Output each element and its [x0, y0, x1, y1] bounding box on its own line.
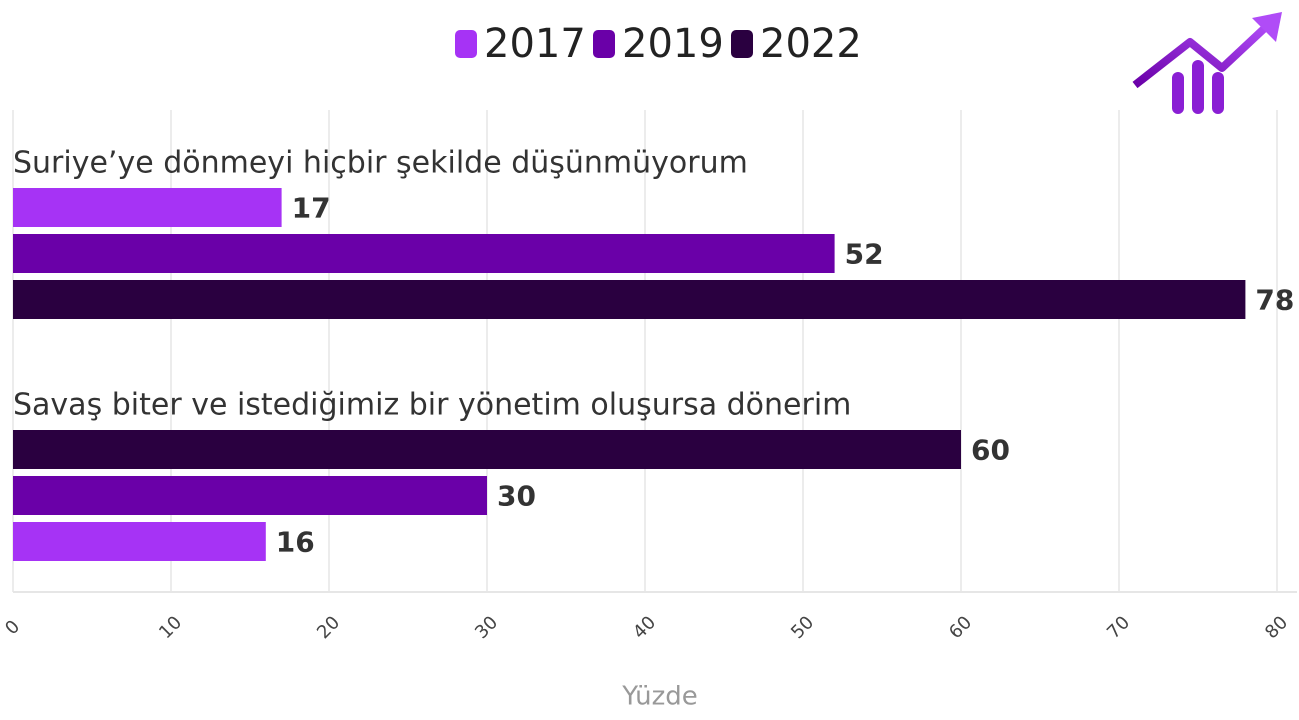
value-label: 78: [1255, 284, 1294, 317]
x-tick-label: 60: [945, 612, 976, 643]
bar: [13, 280, 1246, 319]
category-label: Suriye’ye dönmeyi hiçbir şekilde düşünmü…: [13, 146, 748, 181]
value-label: 16: [276, 526, 315, 559]
legend-label: 2022: [760, 21, 862, 67]
x-tick-label: 20: [313, 612, 344, 643]
logo: [1132, 12, 1282, 114]
x-tick-label: 40: [629, 612, 660, 643]
bar: [13, 188, 282, 227]
x-tick-label: 10: [155, 612, 186, 643]
bar: [13, 476, 487, 515]
legend-label: 2019: [622, 21, 724, 67]
x-tick-label: 70: [1103, 612, 1134, 643]
value-label: 30: [497, 480, 536, 513]
legend-marker: [731, 30, 753, 58]
value-label: 60: [971, 434, 1010, 467]
legend-marker: [593, 30, 615, 58]
value-label: 52: [845, 238, 884, 271]
bar: [13, 522, 266, 561]
value-label: 17: [292, 192, 331, 225]
legend-label: 2017: [484, 21, 586, 67]
x-axis-title: Yüzde: [621, 682, 698, 712]
x-tick-label: 0: [1, 616, 24, 639]
bar: [13, 234, 835, 273]
category-label: Savaş biter ve istediğimiz bir yönetim o…: [13, 388, 851, 423]
x-tick-label: 50: [787, 612, 818, 643]
legend-marker: [455, 30, 477, 58]
x-tick-label: 80: [1261, 612, 1292, 643]
x-tick-label: 30: [471, 612, 502, 643]
bar: [13, 430, 961, 469]
